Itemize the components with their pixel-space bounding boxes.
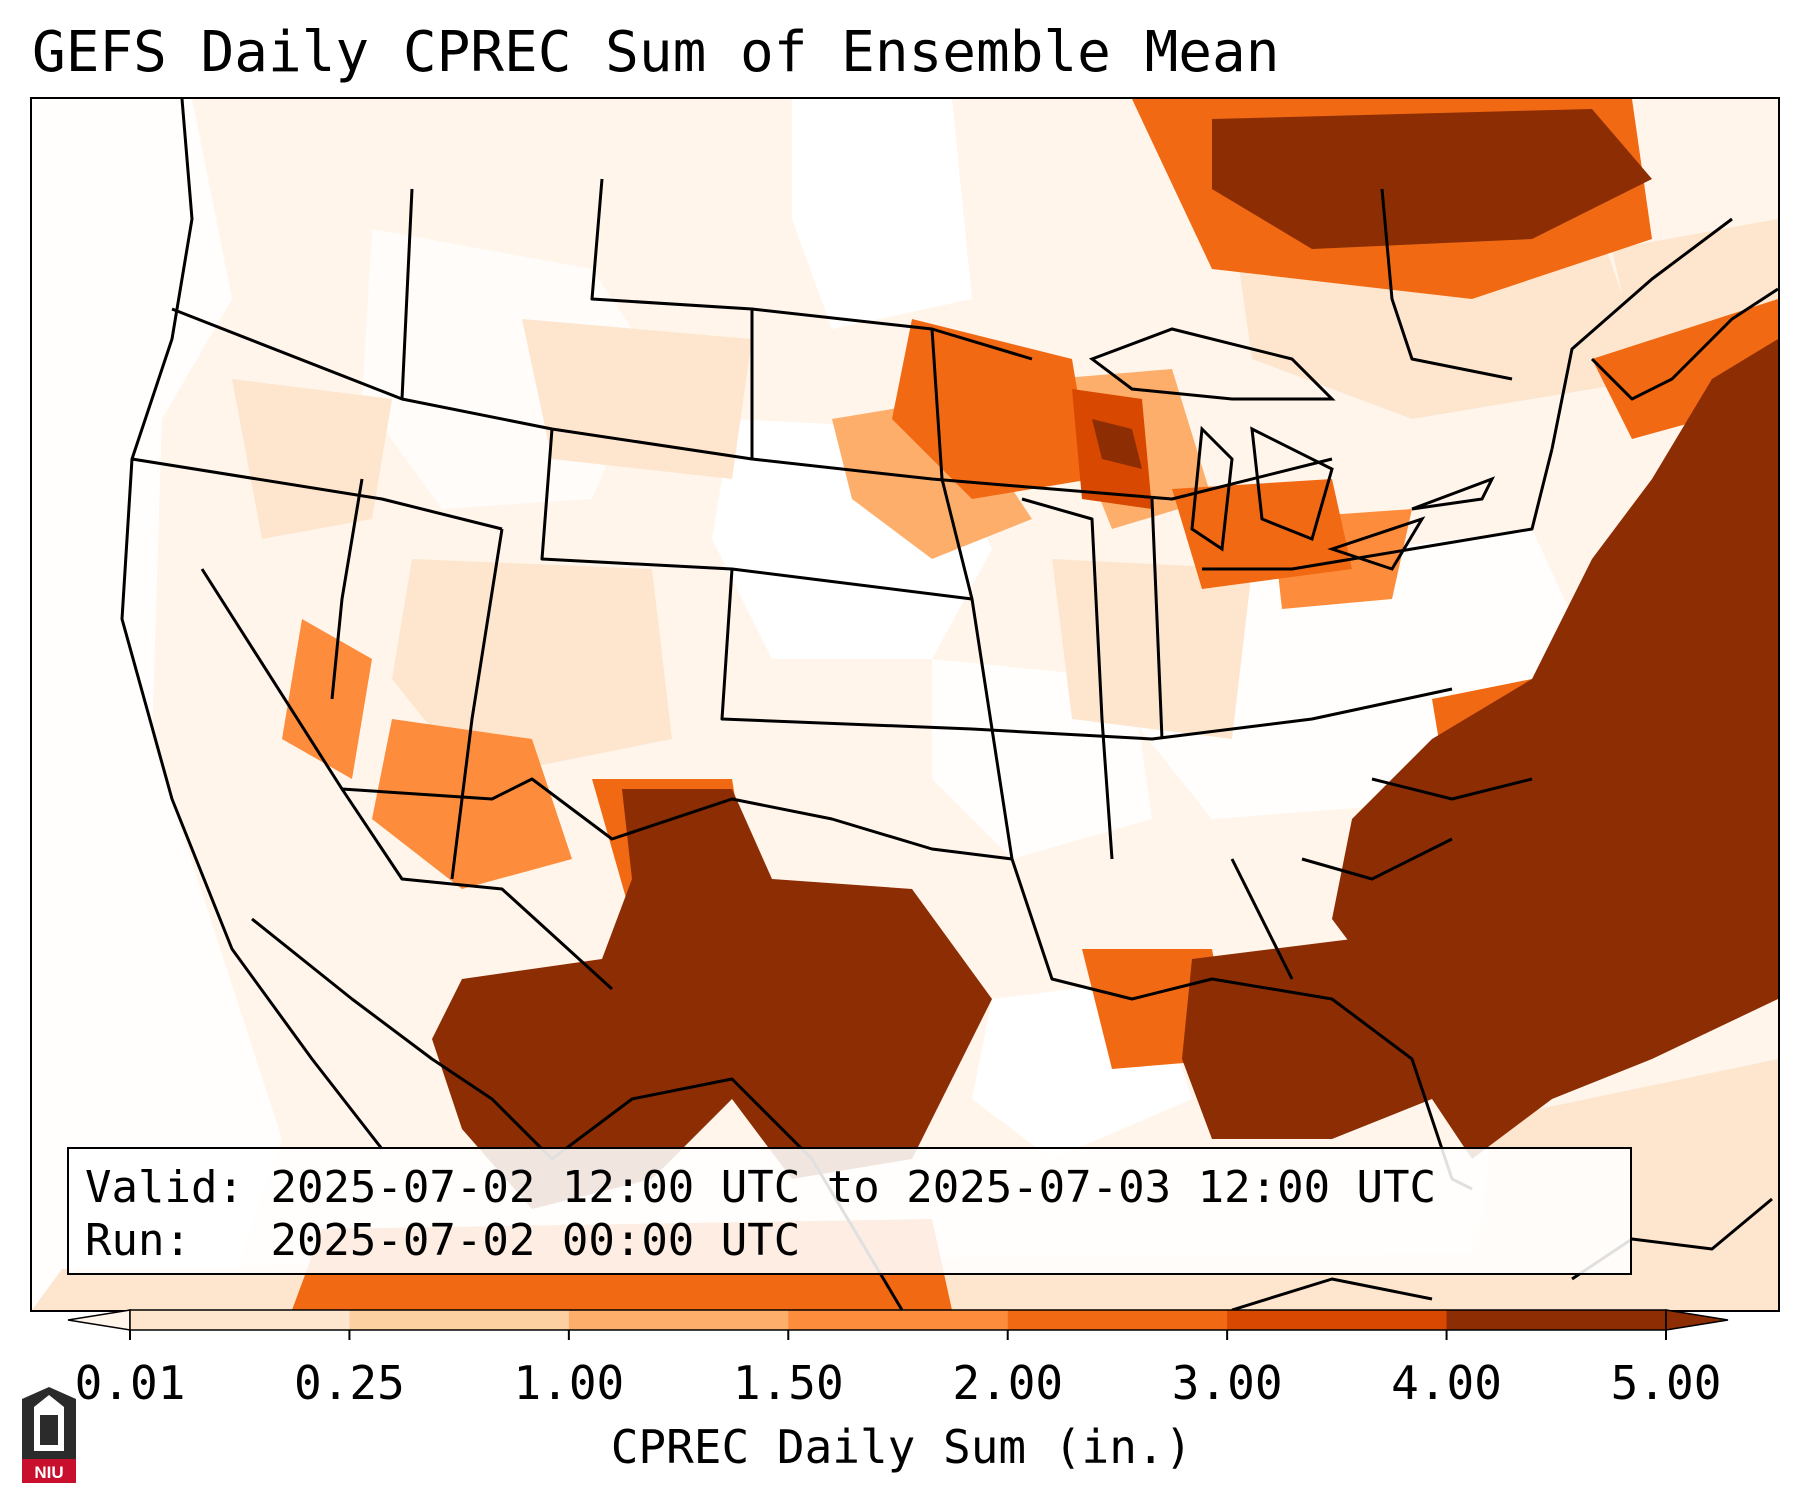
colorbar-tick-label: 3.00 (1171, 1356, 1283, 1410)
colorbar-tick-label: 0.01 (74, 1356, 186, 1410)
colorbar-tick-label: 2.00 (952, 1356, 1064, 1410)
colorbar-label: CPREC Daily Sum (in.) (610, 1420, 1193, 1474)
precipitation-map (32, 99, 1778, 1310)
colorbar (67, 1309, 1729, 1340)
valid-value: 2025-07-02 12:00 UTC to 2025-07-03 12:00… (270, 1162, 1437, 1213)
valid-time-row: Valid: 2025-07-02 12:00 UTC to 2025-07-0… (85, 1161, 1614, 1214)
run-label: Run: (85, 1215, 191, 1266)
run-time-row: Run: 2025-07-02 00:00 UTC (85, 1214, 1614, 1267)
colorbar-tick-label: 0.25 (294, 1356, 405, 1410)
svg-text:NIU: NIU (34, 1463, 63, 1482)
colorbar-segment (1007, 1310, 1228, 1330)
colorbar-segment (1227, 1310, 1448, 1330)
colorbar-segment (1446, 1310, 1667, 1330)
colorbar-extend-min (67, 1309, 131, 1331)
colorbar-extend-max (1665, 1309, 1729, 1331)
colorbar-tick-label: 1.00 (513, 1356, 625, 1410)
map-panel (30, 97, 1780, 1312)
colorbar-segment (130, 1310, 350, 1330)
colorbar-segment (568, 1310, 789, 1330)
colorbar-tick-label: 1.50 (732, 1356, 844, 1410)
colorbar-segment (788, 1310, 1009, 1330)
colorbar-tick-label: 4.00 (1391, 1356, 1502, 1410)
niu-logo: NIU (22, 1387, 76, 1483)
colorbar-tick-label: 5.00 (1610, 1356, 1722, 1410)
map-title: GEFS Daily CPREC Sum of Ensemble Mean (32, 20, 1280, 85)
run-value: 2025-07-02 00:00 UTC (270, 1215, 801, 1266)
valid-run-info-box: Valid: 2025-07-02 12:00 UTC to 2025-07-0… (67, 1147, 1632, 1275)
valid-label: Valid: (85, 1162, 244, 1213)
colorbar-segment (349, 1310, 570, 1330)
